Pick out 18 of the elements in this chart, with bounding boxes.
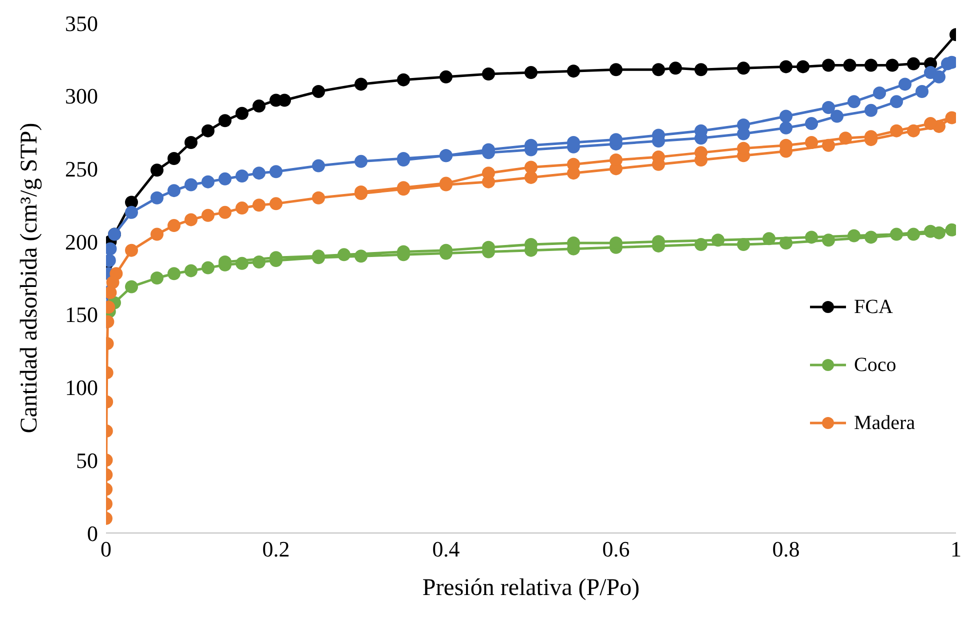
y-tick-label: 150 <box>65 302 98 328</box>
x-axis-title: Presión relativa (P/Po) <box>422 575 640 601</box>
legend-label: Coco <box>854 354 896 376</box>
x-tick-label: 0.2 <box>262 536 290 562</box>
x-tick-label: 0.6 <box>602 536 630 562</box>
y-tick-label: 50 <box>76 448 98 473</box>
y-axis-title: Cantidad adsorbida (cm³/g STP) <box>16 122 43 434</box>
x-tick-label: 1 <box>950 536 962 562</box>
x-tick-label: 0.8 <box>772 536 800 562</box>
legend-label: FCA <box>854 296 893 318</box>
y-tick-label: 350 <box>65 10 98 36</box>
y-tick-label: 100 <box>65 375 98 400</box>
y-tick-label: 0 <box>87 520 98 546</box>
legend-label: Madera <box>854 412 916 434</box>
y-tick-label: 200 <box>65 229 98 254</box>
y-tick-label: 300 <box>65 84 98 109</box>
x-tick-label: 0.4 <box>432 536 460 562</box>
y-tick-label: 250 <box>65 156 98 182</box>
